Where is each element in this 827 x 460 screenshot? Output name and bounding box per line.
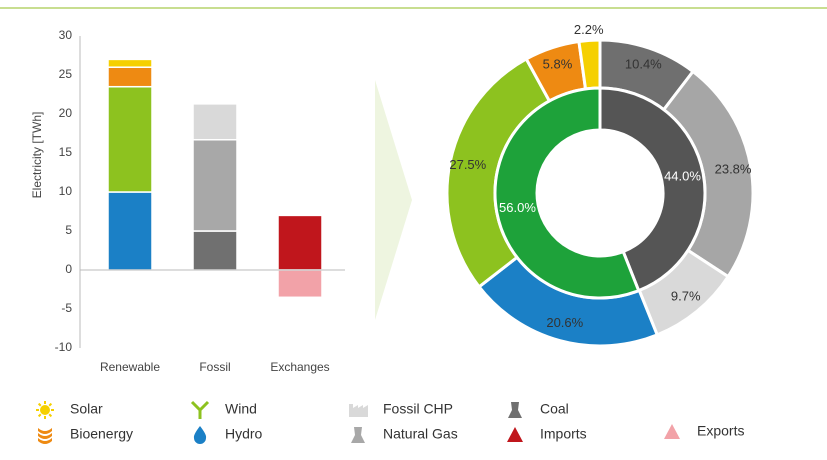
legend-icon bbox=[38, 428, 52, 434]
value-label: 56.0% bbox=[499, 200, 536, 215]
bar-segment bbox=[192, 138, 238, 232]
legend-icon bbox=[37, 402, 42, 407]
arrow bbox=[375, 80, 412, 320]
legend-icon bbox=[48, 402, 53, 407]
legend-label: Solar bbox=[70, 401, 103, 417]
value-label: 2.2% bbox=[574, 22, 604, 37]
legend-icon bbox=[193, 426, 207, 444]
y-tick-label: 5 bbox=[65, 223, 72, 237]
legend-icon bbox=[508, 402, 522, 418]
x-tick-label: Exchanges bbox=[270, 360, 329, 374]
bar-segment bbox=[107, 66, 153, 88]
legend-label: Wind bbox=[225, 401, 257, 417]
y-axis-label: Electricity [TWh] bbox=[30, 112, 44, 199]
legend-icon bbox=[664, 424, 680, 439]
value-label: 9.7% bbox=[671, 289, 701, 304]
y-tick-label: 0 bbox=[65, 262, 72, 276]
value-label: 27.5% bbox=[449, 157, 486, 172]
legend-label: Coal bbox=[540, 401, 569, 417]
legend-icon bbox=[40, 405, 50, 415]
y-tick-label: 30 bbox=[59, 28, 73, 42]
value-label: 5.8% bbox=[543, 56, 573, 71]
y-tick-label: 20 bbox=[59, 106, 73, 120]
y-tick-label: 10 bbox=[59, 184, 73, 198]
bar-segment bbox=[192, 230, 238, 271]
legend-icon bbox=[507, 427, 523, 442]
value-label: 20.6% bbox=[546, 315, 583, 330]
legend-label: Exports bbox=[697, 423, 744, 439]
bar-segment bbox=[107, 85, 153, 193]
y-tick-label: 25 bbox=[59, 67, 73, 81]
legend-icon bbox=[351, 427, 365, 443]
legend-icon bbox=[37, 413, 42, 418]
bar-segment bbox=[277, 214, 323, 271]
legend-icon bbox=[190, 400, 210, 419]
y-tick-label: -10 bbox=[55, 340, 73, 354]
legend-label: Hydro bbox=[225, 426, 263, 442]
legend-icon bbox=[38, 438, 52, 444]
donut-slice bbox=[493, 86, 641, 300]
value-label: 23.8% bbox=[715, 162, 752, 177]
y-tick-label: 15 bbox=[59, 145, 73, 159]
legend-label: Bioenergy bbox=[70, 426, 133, 442]
legend-icon bbox=[48, 413, 53, 418]
bar-segment bbox=[277, 269, 323, 299]
legend-icon bbox=[349, 404, 368, 417]
bar-segment bbox=[192, 103, 238, 141]
x-tick-label: Fossil bbox=[199, 360, 230, 374]
donut-slice bbox=[598, 86, 707, 293]
y-tick-label: -5 bbox=[61, 301, 72, 315]
x-tick-label: Renewable bbox=[100, 360, 160, 374]
legend-icon bbox=[38, 433, 52, 439]
legend-label: Imports bbox=[540, 426, 587, 442]
value-label: 44.0% bbox=[664, 169, 701, 184]
bar-segment bbox=[107, 191, 153, 271]
legend-label: Fossil CHP bbox=[383, 401, 453, 417]
bar-segment bbox=[107, 58, 153, 68]
legend-label: Natural Gas bbox=[383, 426, 458, 442]
value-label: 10.4% bbox=[625, 57, 662, 72]
